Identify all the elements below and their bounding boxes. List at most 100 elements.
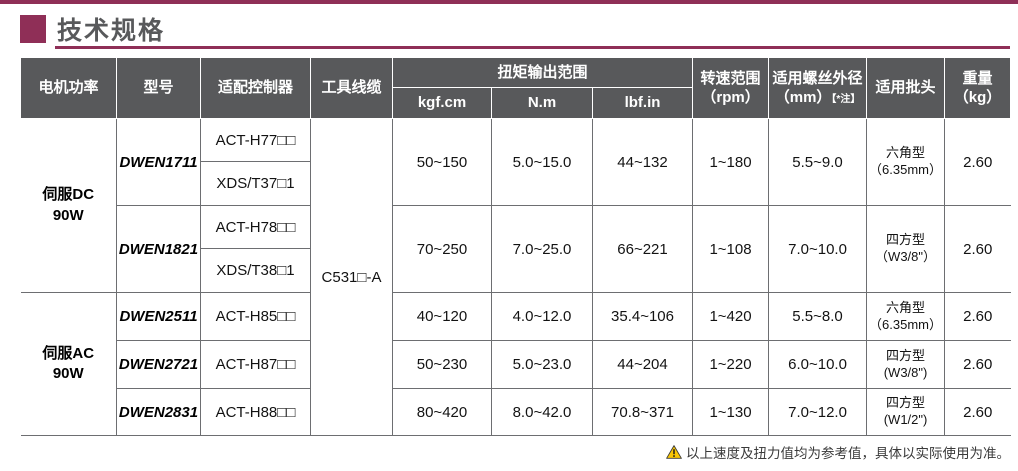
- warning-icon: [666, 445, 682, 459]
- weight-cell: 2.60: [944, 388, 1011, 436]
- col-header-screw-diameter: 适用螺丝外径 （mm）【*注】: [768, 57, 868, 119]
- bit-size: (W3/8"): [883, 364, 928, 380]
- weight-cell: 2.60: [944, 205, 1011, 293]
- controller-cell: ACT-H77□□: [200, 118, 311, 162]
- col-header-speed: 转速范围 （rpm）: [692, 57, 770, 119]
- rpm-cell: 1~130: [692, 388, 770, 436]
- torque-lbfin-cell: 35.4~106: [591, 292, 694, 341]
- table-row: XDS/T37□1: [21, 161, 1011, 206]
- speed-header-line1: 转速范围: [700, 69, 761, 87]
- rpm-cell: 1~420: [692, 292, 770, 341]
- weight-header-line1: 重量: [962, 69, 993, 87]
- torque-kgfcm-cell: 50~230: [392, 340, 492, 389]
- torque-nm-cell: 4.0~12.0: [491, 292, 593, 341]
- bit-type: 六角型: [886, 145, 926, 161]
- model-cell: DWEN2721: [116, 340, 201, 389]
- header-row-2: kgf.cm N.m lbf.in: [21, 87, 1011, 119]
- bit-cell: 四方型 (W3/8"): [866, 340, 946, 389]
- model-cell: DWEN1821: [116, 205, 201, 293]
- bit-cell: 六角型 （6.35mm）: [866, 118, 946, 206]
- controller-cell: XDS/T38□1: [200, 248, 311, 293]
- model-cell: DWEN2831: [116, 388, 201, 436]
- cable-cell: C531□-A: [310, 118, 393, 436]
- table-row: DWEN2831 ACT-H88□□ 80~420 8.0~42.0 70.8~…: [21, 388, 1011, 436]
- bit-cell: 四方型 (W1/2"): [866, 388, 946, 436]
- weight-cell: 2.60: [944, 292, 1011, 341]
- page-title: 技术规格: [57, 17, 166, 45]
- table-row: 伺服DC 90W DWEN1711 ACT-H77□□ C531□-A 50~1…: [20, 118, 1011, 436]
- model-cell: DWEN2511: [116, 292, 201, 341]
- power-dc-line1: 伺服DC: [42, 186, 95, 204]
- col-header-weight: 重量 （kg）: [944, 57, 1012, 119]
- footnote: 以上速度及扭力值均为参考值，具体以实际使用为准。: [666, 442, 1010, 462]
- col-header-cable: 工具线缆: [310, 57, 393, 119]
- torque-nm-cell: 8.0~42.0: [491, 388, 593, 436]
- col-header-kgfcm: kgf.cm: [392, 87, 492, 119]
- col-header-lbfin: lbf.in: [591, 87, 694, 119]
- torque-nm-cell: 5.0~15.0: [491, 118, 593, 206]
- torque-kgfcm-cell: 70~250: [392, 205, 492, 293]
- rpm-cell: 1~180: [692, 118, 770, 206]
- bit-type: 四方型: [886, 395, 926, 411]
- rpm-cell: 1~108: [692, 205, 770, 293]
- table-row: DWEN1821 ACT-H78□□ 70~250 7.0~25.0 66~22…: [21, 205, 1011, 293]
- screw-header-unit: （mm）: [774, 89, 832, 106]
- bit-size: (W1/2"): [883, 412, 928, 427]
- table-row: 伺服AC 90W DWEN2511 ACT-H85□□ 40~120 4.0~1…: [20, 292, 1011, 436]
- spec-table: 电机功率 型号 适配控制器 工具线缆 扭矩输出范围 转速范围 （rpm） 适用螺…: [20, 57, 1012, 436]
- controller-cell: ACT-H85□□: [200, 292, 311, 341]
- controller-cell: ACT-H88□□: [200, 388, 311, 436]
- header-row-1: 电机功率 型号 适配控制器 工具线缆 扭矩输出范围 转速范围 （rpm） 适用螺…: [20, 57, 1012, 119]
- controller-cell: ACT-H87□□: [200, 340, 311, 389]
- screw-cell: 7.0~12.0: [768, 388, 868, 436]
- screw-header-line2: （mm）【*注】: [769, 88, 866, 108]
- bit-type: 六角型: [886, 299, 926, 315]
- table-row: XDS/T38□1: [21, 248, 1011, 293]
- torque-kgfcm-cell: 80~420: [392, 388, 492, 436]
- controller-cell: ACT-H78□□: [200, 205, 311, 249]
- controller-cell: XDS/T37□1: [200, 161, 311, 206]
- screw-cell: 6.0~10.0: [768, 340, 868, 389]
- power-ac-line2: 90W: [52, 365, 84, 382]
- weight-cell: 2.60: [944, 118, 1011, 206]
- title-bullet-square: [20, 15, 46, 43]
- title-underline: [55, 46, 1010, 49]
- bit-type: 四方型: [886, 232, 926, 248]
- bit-size: （6.35mm）: [869, 316, 943, 332]
- torque-lbfin-cell: 44~132: [591, 118, 694, 206]
- section-title-row: 技术规格: [20, 11, 165, 47]
- footnote-text: 以上速度及扭力值均为参考值，具体以实际使用为准。: [686, 446, 1010, 461]
- accent-top-bar: [0, 0, 1018, 4]
- torque-nm-cell: 5.0~23.0: [491, 340, 593, 389]
- col-header-controller: 适配控制器: [200, 57, 311, 119]
- power-group-cell-dc: 伺服DC 90W: [20, 118, 117, 293]
- screw-cell: 5.5~8.0: [768, 292, 868, 341]
- power-ac-line1: 伺服AC: [42, 344, 95, 362]
- col-header-model: 型号: [116, 57, 201, 119]
- power-group-cell-ac: 伺服AC 90W: [20, 292, 117, 436]
- screw-header-line1: 适用螺丝外径: [772, 69, 863, 87]
- torque-lbfin-cell: 44~204: [591, 340, 694, 389]
- torque-kgfcm-cell: 50~150: [392, 118, 492, 206]
- weight-header-line2: （kg）: [953, 89, 1002, 106]
- col-header-torque-group: 扭矩输出范围: [391, 57, 694, 88]
- bit-cell: 六角型 （6.35mm）: [866, 292, 946, 341]
- table-row: DWEN2721 ACT-H87□□ 50~230 5.0~23.0 44~20…: [21, 340, 1011, 389]
- torque-lbfin-cell: 66~221: [591, 205, 694, 293]
- col-header-nm: N.m: [491, 87, 593, 119]
- col-header-motor-power: 电机功率: [20, 57, 117, 119]
- col-header-bit: 适用批头: [866, 57, 946, 119]
- screw-cell: 5.5~9.0: [768, 118, 868, 206]
- model-cell: DWEN1711: [116, 118, 201, 206]
- rpm-cell: 1~220: [692, 340, 770, 389]
- screw-header-note: 【*注】: [831, 94, 861, 105]
- torque-lbfin-cell: 70.8~371: [591, 388, 694, 436]
- power-dc-line2: 90W: [52, 206, 84, 224]
- torque-kgfcm-cell: 40~120: [392, 292, 492, 341]
- bit-size: （6.35mm）: [869, 162, 943, 177]
- bit-size: （W3/8"）: [875, 249, 937, 264]
- bit-type: 四方型: [886, 347, 926, 363]
- bit-cell: 四方型 （W3/8"）: [866, 205, 946, 293]
- weight-cell: 2.60: [944, 340, 1011, 389]
- torque-nm-cell: 7.0~25.0: [491, 205, 593, 293]
